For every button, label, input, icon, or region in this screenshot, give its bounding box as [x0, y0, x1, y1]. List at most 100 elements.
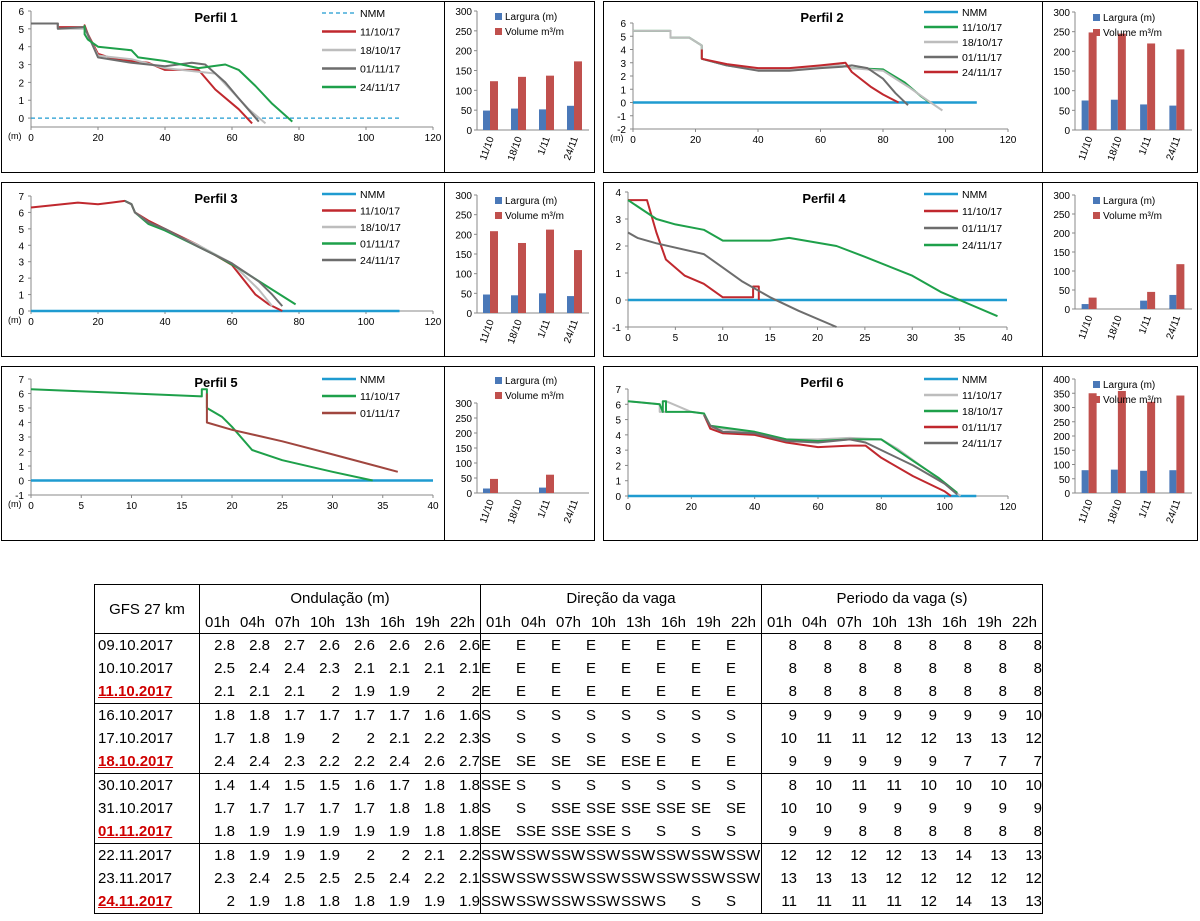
cell-wave-direction: SSW: [551, 843, 586, 867]
cell-wave-height: 1.8: [445, 773, 481, 797]
legend-label: Volume m³/m: [1103, 28, 1162, 39]
legend-label: 11/10/17: [962, 206, 1002, 218]
bar-chart-4: 0 50 100 150 200 250 300 11/10 18/10 1/11 24/11 Lar…: [1053, 191, 1192, 342]
cell-wave-period: 8: [928, 660, 937, 677]
cell-wave-period: 8: [998, 683, 1007, 700]
hour-header: 19h: [695, 613, 722, 631]
cell-wave-height: 1.7: [249, 800, 270, 817]
bar-volume: [1117, 33, 1126, 130]
x-category-label: 18/10: [506, 135, 525, 163]
cell-wave-direction: SSE: [621, 800, 652, 817]
cell-wave-height: 1.9: [375, 890, 410, 914]
cell-wave-period: 8: [761, 773, 797, 797]
cell-wave-height: 1.7: [214, 800, 235, 817]
bar-volume: [1176, 264, 1185, 309]
cell-wave-direction: S: [516, 730, 527, 747]
cell-wave-direction: S: [551, 773, 586, 797]
cell-wave-height: 1.9: [235, 843, 270, 867]
cell-wave-period: 13: [850, 870, 867, 887]
cell-wave-period: 10: [797, 773, 832, 797]
bar-largura: [1081, 470, 1089, 493]
legend-label: 24/11/17: [962, 67, 1002, 79]
x-tick-label: 30: [907, 333, 919, 344]
legend-label: 11/10/17: [360, 27, 400, 39]
bar-volume: [1088, 32, 1097, 130]
cell-wave-period: 8: [928, 823, 937, 840]
cell-wave-period: 10: [1007, 773, 1043, 797]
wave-forecast-table: GFS 27 km Ondulação (m) Direção da vaga …: [94, 584, 1043, 914]
cell-wave-period: 12: [867, 843, 902, 867]
cell-wave-direction: E: [586, 633, 621, 657]
profile-panel-5: -1 0 1 2 3 4 5 6 7 0 5 10 15 20 25 30 35 40 (m) Perfil 5 NMM…: [1, 366, 445, 541]
x-category-label: 1/11: [1137, 314, 1154, 336]
group-header-direcao: Direção da vaga: [480, 584, 762, 611]
legend-label: 24/11/17: [360, 82, 400, 94]
series-line-18-10-17: [627, 400, 958, 494]
x-axis-unit-label: (m): [8, 315, 22, 325]
cell-wave-period: 8: [963, 683, 972, 700]
cell-wave-period: 13: [972, 843, 1007, 867]
x-category-label: 24/11: [562, 135, 581, 162]
legend-label: 01/11/17: [962, 52, 1002, 64]
x-tick-label: 20: [92, 133, 104, 144]
cell-wave-period: 13: [761, 867, 797, 890]
cell-wave-period: 8: [832, 633, 867, 657]
y-tick-label: 200: [455, 230, 472, 241]
profile-panel-4: -1 0 1 2 3 4 0 5 10 15 20 25 30 35 40 Perfil 4 NMM 11/10/…: [603, 182, 1043, 357]
cell-wave-direction: S: [726, 703, 762, 727]
cell-wave-height: 2.4: [389, 870, 410, 887]
cell-wave-height: 1.6: [445, 703, 481, 727]
row-date: 22.11.2017: [94, 843, 200, 867]
hour-header: 10h: [590, 613, 617, 631]
cell-wave-height: 2.8: [199, 633, 235, 657]
bar-volume: [1147, 43, 1156, 130]
legend-label: Largura (m): [1103, 380, 1155, 391]
series-line-24-11-17: [124, 200, 284, 307]
y-tick-label: 4: [615, 431, 621, 442]
cell-wave-height: 1.7: [319, 800, 340, 817]
x-tick-label: 0: [625, 502, 631, 513]
cell-wave-height: 1.7: [375, 703, 410, 727]
y-tick-label: 1: [18, 96, 24, 107]
cell-wave-height: 2.6: [410, 633, 445, 657]
cell-wave-height: 1.8: [459, 823, 480, 840]
cell-wave-height: 2.5: [319, 870, 340, 887]
x-tick-label: 0: [28, 317, 34, 328]
legend-swatch: [1093, 14, 1100, 21]
y-tick-label: 250: [1053, 210, 1070, 221]
cell-wave-period: 13: [990, 730, 1007, 747]
cell-wave-period: 8: [858, 823, 867, 840]
cell-wave-height: 2.1: [389, 660, 410, 677]
cell-wave-period: 8: [902, 633, 937, 657]
x-tick-label: 20: [92, 317, 104, 328]
y-tick-label: 3: [620, 59, 626, 70]
y-tick-label: 100: [1053, 87, 1070, 98]
cell-wave-period: 12: [990, 870, 1007, 887]
x-tick-label: 100: [358, 133, 375, 144]
series-line-01-11-17: [627, 231, 837, 328]
x-category-label: 18/10: [506, 318, 525, 346]
cell-wave-direction: S: [586, 773, 621, 797]
bar-largura: [511, 108, 518, 130]
bars-panel-1: 0 50 100 150 200 250 300 11/10 18/10 1/11 24/11 Lar…: [444, 1, 595, 173]
y-tick-label: 1: [18, 291, 24, 302]
table-row: 01.11.2017 1.8 1.9 1.9 1.9 1.9 1.9 1.8 1.8 SE SSE S…: [94, 820, 1043, 844]
cell-wave-direction: SSW: [586, 843, 621, 867]
cell-wave-direction: S: [480, 797, 516, 820]
cell-wave-height: 2: [436, 683, 445, 700]
cell-wave-direction: SSW: [480, 890, 516, 914]
x-category-label: 24/11: [1165, 498, 1184, 525]
cell-wave-period: 10: [937, 773, 972, 797]
y-tick-label: 4: [18, 43, 24, 54]
cell-wave-period: 8: [998, 660, 1007, 677]
legend-label: NMM: [360, 374, 385, 386]
y-tick-label: 0: [18, 114, 24, 125]
cell-wave-height: 2.6: [375, 633, 410, 657]
hour-header: 07h: [555, 613, 582, 631]
bars-panel-2: 0 50 100 150 200 250 300 11/10 18/10 1/11 24/11 Lar…: [1042, 1, 1198, 173]
legend-label: 01/11/17: [360, 239, 400, 251]
cell-wave-period: 14: [937, 890, 972, 914]
table-body: 09.10.2017 2.8 2.8 2.7 2.6 2.6 2.6 2.6 2.6 E E E E E E…: [94, 633, 1043, 914]
legend-swatch: [495, 212, 502, 219]
cell-wave-period: 8: [761, 657, 797, 680]
